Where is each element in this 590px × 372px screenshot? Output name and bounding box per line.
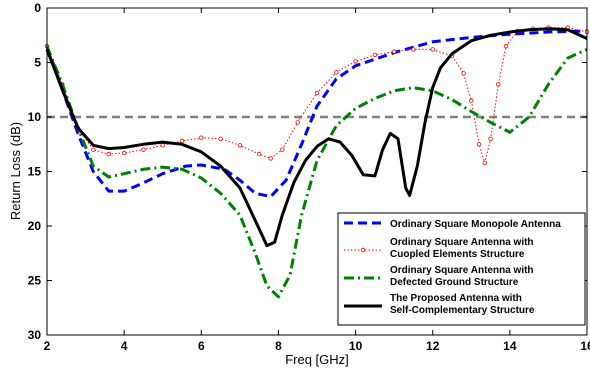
series-2-marker xyxy=(488,136,493,141)
y-tick-label: 20 xyxy=(28,219,42,233)
y-tick-label: 10 xyxy=(28,110,42,124)
series-2-marker xyxy=(503,43,509,49)
legend-label-3: Defected Ground Structure xyxy=(390,277,519,288)
series-4-line xyxy=(45,27,588,248)
legend-label-2: Cuopled Elements Structure xyxy=(390,249,525,260)
legend-swatch-marker xyxy=(360,247,366,253)
series-2-marker xyxy=(256,151,262,157)
series-2-marker xyxy=(482,160,487,165)
series-2-marker xyxy=(268,156,273,161)
y-axis-label: Return Loss (dB) xyxy=(8,122,23,220)
legend-label-2: Ordinary Square Antenna with xyxy=(390,237,534,248)
series-2-marker xyxy=(496,82,501,87)
x-tick-label: 8 xyxy=(275,339,282,353)
series-2-marker xyxy=(199,135,204,140)
series-2-marker xyxy=(179,138,185,144)
series-2-marker xyxy=(353,59,358,64)
y-tick-label: 25 xyxy=(28,274,42,288)
series-2-marker xyxy=(314,90,320,96)
series-2-marker xyxy=(461,71,466,76)
legend-label-4: The Proposed Antenna with xyxy=(390,293,522,304)
x-tick-label: 12 xyxy=(426,339,440,353)
series-2-marker xyxy=(476,142,482,147)
series-2-marker xyxy=(372,52,378,58)
series-2-marker xyxy=(469,98,474,103)
y-tick-label: 15 xyxy=(28,165,42,179)
x-tick-label: 14 xyxy=(503,339,517,353)
legend: Ordinary Square Monopole Antenna Ordinary… xyxy=(337,212,586,326)
x-axis-label: Freq [GHz] xyxy=(285,352,349,367)
series-2-marker xyxy=(218,136,223,141)
series-2-marker xyxy=(334,70,339,75)
series-2-marker xyxy=(391,49,397,54)
series-layer xyxy=(44,25,590,299)
tick-layer: 2 4 6 8 10 12 14 16 0 5 10 15 20 25 30 xyxy=(28,1,590,353)
series-4 xyxy=(45,27,588,248)
legend-label-1: Ordinary Square Monopole Antenna xyxy=(390,219,561,230)
series-2-marker xyxy=(411,47,416,52)
series-2-marker xyxy=(121,150,127,156)
legend-label-3: Ordinary Square Antenna with xyxy=(390,265,534,276)
x-tick-label: 16 xyxy=(580,339,590,353)
x-tick-label: 2 xyxy=(44,339,51,353)
y-tick-label: 5 xyxy=(34,56,41,70)
series-2-marker xyxy=(141,147,146,152)
series-1 xyxy=(45,29,588,199)
legend-label-4: Self-Complementary Structure xyxy=(390,305,535,316)
series-2-marker xyxy=(237,143,243,148)
x-tick-label: 10 xyxy=(349,339,363,353)
series-3 xyxy=(45,45,588,299)
series-2-marker xyxy=(280,147,285,152)
series-2-marker xyxy=(160,143,165,148)
series-2-marker xyxy=(91,147,96,152)
y-tick-label: 0 xyxy=(34,1,41,15)
series-2-marker xyxy=(430,47,435,52)
series-2-line xyxy=(46,27,588,164)
series-2-marker xyxy=(295,120,300,125)
series-3-line xyxy=(45,45,588,299)
x-tick-label: 4 xyxy=(121,339,128,353)
x-tick-label: 6 xyxy=(198,339,205,353)
y-tick-label: 30 xyxy=(28,328,42,342)
series-2-marker xyxy=(106,151,111,157)
series-1-line xyxy=(45,29,588,199)
